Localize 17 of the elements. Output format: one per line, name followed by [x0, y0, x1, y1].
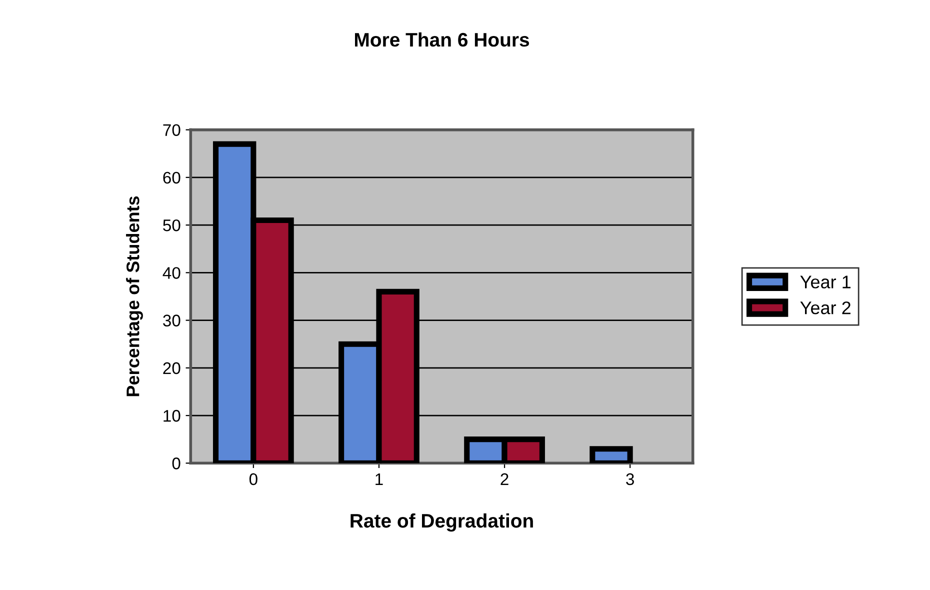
- y-axis-title: Percentage of Students: [126, 196, 143, 396]
- legend-label: Year 2: [800, 301, 850, 314]
- x-tick-label: 1: [376, 473, 383, 485]
- y-tick-label: 30: [163, 314, 180, 326]
- legend-label: Year 1: [800, 276, 850, 288]
- chart-title: More Than 6 Hours: [355, 32, 530, 47]
- y-tick-label: 50: [163, 219, 180, 232]
- y-tick-label: 0: [172, 458, 180, 470]
- x-tick-label: 2: [500, 473, 508, 485]
- x-axis-title: Rate of Degradation: [350, 513, 533, 532]
- y-tick-label: 40: [162, 267, 180, 279]
- y-tick-label: 20: [163, 362, 180, 374]
- y-tick-label: 60: [163, 172, 180, 184]
- y-tick-label: 10: [164, 410, 180, 422]
- x-tick-label: 3: [626, 473, 634, 486]
- x-tick-label: 0: [249, 473, 258, 486]
- y-tick-label: 70: [163, 124, 180, 136]
